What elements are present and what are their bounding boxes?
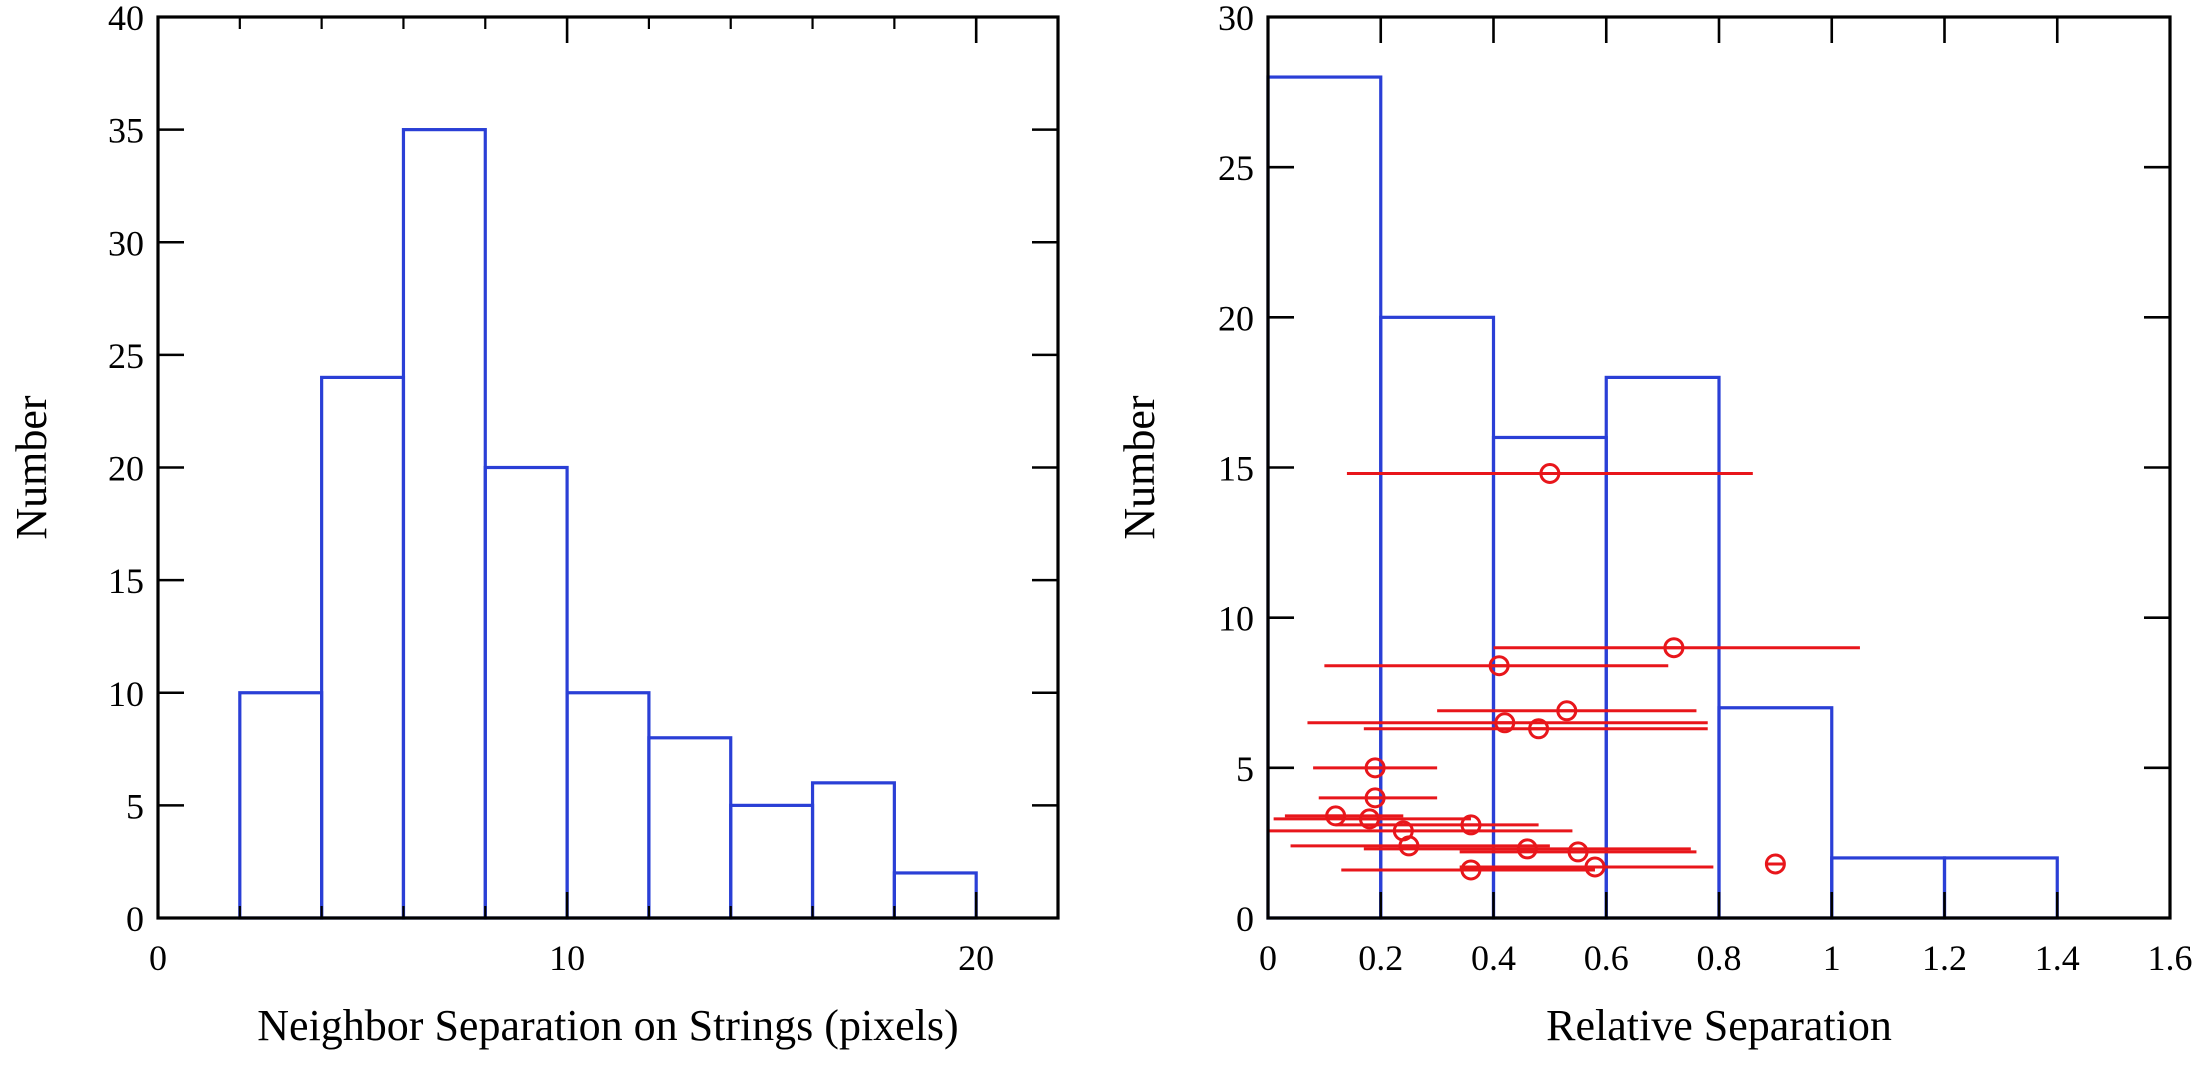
y-tick-label: 25 [1218,148,1254,188]
y-tick-label: 35 [108,111,144,151]
y-tick-label: 25 [108,336,144,376]
histogram-bar [1717,706,1834,920]
x-tick-label: 1.6 [2148,938,2193,978]
histogram-bar [810,781,896,920]
x-tick-label: 1.2 [1922,938,1967,978]
plot-frame [156,15,1060,920]
y-tick-label: 30 [108,223,144,263]
histogram-bar [238,691,324,920]
x-tick-label: 0 [1259,938,1277,978]
y-tick-label: 30 [1218,0,1254,38]
x-tick-label: 1.4 [2035,938,2080,978]
x-tick-label: 0.8 [1697,938,1742,978]
x-tick-label: 0.2 [1358,938,1403,978]
y-tick-label: 5 [1236,749,1254,789]
histogram-bar [401,128,487,920]
y-tick-label: 5 [126,786,144,826]
y-tick-label: 0 [1236,899,1254,939]
histogram-bar [1379,315,1496,920]
x-axis-label: Neighbor Separation on Strings (pixels) [257,1001,958,1050]
y-tick-label: 20 [108,449,144,489]
x-tick-label: 10 [549,938,585,978]
y-tick-label: 15 [1218,449,1254,489]
y-tick-label: 15 [108,561,144,601]
histogram-bar [892,871,978,920]
histogram-bar [729,803,815,920]
y-tick-label: 10 [1218,599,1254,639]
y-axis-label: Number [1115,395,1164,540]
x-axis-label: Relative Separation [1546,1001,1892,1050]
x-tick-label: 0.4 [1471,938,1516,978]
y-tick-label: 20 [1218,298,1254,338]
histogram-bar [647,736,733,920]
chart-panel-2: 0 5 10 15 20 25 30 0 0.2 0.4 0.6 0.8 1 1.2 1.4 1.6 Relat… [1115,0,2193,1050]
histogram-bar [565,691,651,920]
histogram-bar [1830,856,1947,920]
x-tick-label: 20 [958,938,994,978]
y-tick-label: 10 [108,674,144,714]
y-tick-label: 0 [126,899,144,939]
y-axis-label: Number [7,395,56,540]
histogram-bar [1942,856,2059,920]
histogram-bar [1266,75,1383,920]
histogram-bar [320,375,406,920]
x-tick-label: 0 [149,938,167,978]
y-tick-label: 40 [108,0,144,38]
histogram-bar [483,465,569,920]
x-tick-label: 0.6 [1584,938,1629,978]
x-tick-label: 1 [1823,938,1841,978]
